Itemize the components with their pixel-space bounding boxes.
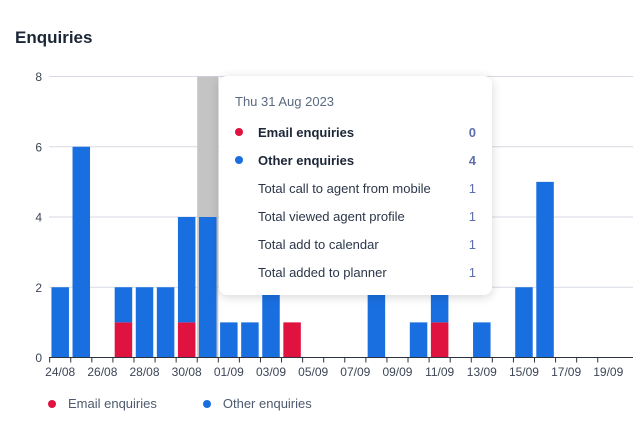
tooltip-row-planner: Total added to planner 1 <box>235 258 476 286</box>
y-tick-label: 8 <box>35 70 42 84</box>
y-tick-label: 6 <box>35 140 42 154</box>
bar-other <box>51 287 69 358</box>
bar-other <box>72 146 91 358</box>
bar-other <box>430 287 449 323</box>
tooltip-value: 0 <box>468 124 476 140</box>
tooltip-label: Total added to planner <box>258 264 387 280</box>
x-tick-label: 03/09 <box>256 365 286 379</box>
x-tick-label: 05/09 <box>298 365 328 379</box>
bar-other <box>114 287 133 323</box>
bar-other <box>177 217 196 323</box>
tooltip-value: 4 <box>468 152 476 168</box>
tooltip-label: Email enquiries <box>258 124 355 140</box>
bar-other <box>367 287 386 358</box>
x-tick-label: 01/09 <box>214 365 244 379</box>
x-tick-label: 17/09 <box>551 365 581 379</box>
tooltip-label: Total add to calendar <box>258 236 379 252</box>
bar-other <box>473 322 491 358</box>
email-legend-dot-icon <box>48 399 56 408</box>
tooltip-row-email: Email enquiries 0 <box>235 118 476 146</box>
bar-other <box>536 181 554 358</box>
chart-legend: Email enquiries Other enquiries <box>48 396 312 411</box>
tooltip-row-call-agent: Total call to agent from mobile 1 <box>235 174 476 202</box>
bar-email <box>177 322 196 358</box>
legend-label-email: Email enquiries <box>68 396 157 411</box>
tooltip-value: 1 <box>468 236 476 252</box>
x-tick-label: 30/08 <box>172 365 202 379</box>
bar-email <box>430 322 449 358</box>
other-legend-dot-icon <box>202 399 211 408</box>
tooltip-label: Other enquiries <box>258 152 355 168</box>
bar-other <box>241 322 259 358</box>
x-tick-label: 19/09 <box>593 365 623 379</box>
bar-other <box>220 322 238 358</box>
bar-email <box>283 322 301 358</box>
y-tick-label: 4 <box>35 211 42 225</box>
other-dot-icon <box>235 156 243 164</box>
tooltip-row-viewed-profile: Total viewed agent profile 1 <box>235 202 476 230</box>
legend-label-other: Other enquiries <box>222 396 312 411</box>
legend-item-other[interactable]: Other enquiries <box>202 396 312 411</box>
x-tick-label: 28/08 <box>130 365 160 379</box>
x-tick-label: 11/09 <box>425 365 454 379</box>
y-tick-label: 0 <box>35 351 42 365</box>
bar-email <box>114 322 133 358</box>
x-tick-label: 09/09 <box>382 365 412 379</box>
x-tick-label: 07/09 <box>340 365 370 379</box>
tooltip-date: Thu 31 Aug 2023 <box>235 94 335 109</box>
bar-other <box>262 287 280 358</box>
tooltip-label: Total call to agent from mobile <box>258 180 431 196</box>
tooltip-row-calendar: Total add to calendar 1 <box>235 230 476 258</box>
x-tick-label: 24/08 <box>45 365 75 379</box>
x-tick-label: 13/09 <box>467 365 497 379</box>
bar-other <box>409 322 428 358</box>
chart-tooltip: Thu 31 Aug 2023 Email enquiries 0 Other … <box>219 76 492 295</box>
chart-title: Enquiries <box>15 28 93 47</box>
tooltip-label: Total viewed agent profile <box>258 208 405 224</box>
tooltip-value: 1 <box>468 264 476 280</box>
tooltip-value: 1 <box>468 180 476 196</box>
legend-item-email[interactable]: Email enquiries <box>48 396 157 411</box>
tooltip-row-other: Other enquiries 4 <box>235 146 476 174</box>
tooltip-value: 1 <box>468 208 476 224</box>
x-tick-label: 15/09 <box>509 365 539 379</box>
bar-other <box>515 287 533 358</box>
y-tick-label: 2 <box>35 281 42 295</box>
bar-other <box>199 217 217 358</box>
x-tick-label: 26/08 <box>87 365 117 379</box>
email-dot-icon <box>235 128 243 136</box>
bar-other <box>156 287 175 358</box>
bar-other <box>135 287 154 358</box>
